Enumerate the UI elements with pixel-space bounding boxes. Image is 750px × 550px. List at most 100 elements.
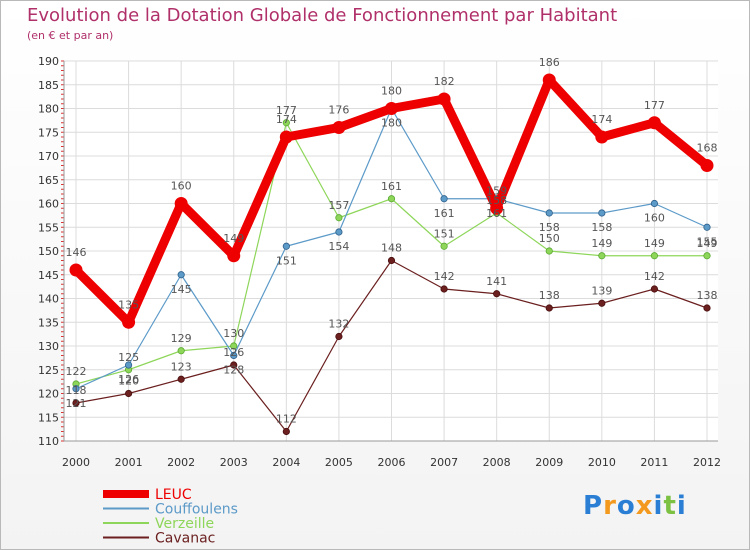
data-point-verzeille — [598, 252, 606, 260]
y-tick-label: 145 — [38, 269, 59, 282]
data-point-leuc — [279, 130, 293, 144]
data-label-cavanac: 148 — [381, 242, 402, 255]
data-label-leuc: 146 — [66, 246, 87, 259]
data-point-verzeille — [230, 342, 238, 350]
data-point-cavanac — [335, 332, 343, 341]
data-label-couffoulens: 180 — [381, 117, 402, 130]
data-label-cavanac: 141 — [486, 275, 507, 288]
x-tick-label: 2011 — [640, 456, 668, 469]
data-point-cavanac — [72, 399, 80, 407]
data-point-couffoulens — [440, 195, 448, 203]
data-label-verzeille: 122 — [66, 365, 87, 378]
data-label-leuc: 168 — [697, 142, 718, 155]
data-label-leuc: 174 — [276, 113, 297, 126]
data-label-verzeille: 158 — [486, 194, 507, 207]
x-tick-label: 2012 — [693, 456, 721, 469]
data-point-couffoulens — [598, 209, 606, 217]
data-point-couffoulens — [650, 199, 659, 208]
data-label-verzeille: 149 — [644, 237, 665, 250]
y-tick-label: 155 — [38, 221, 59, 234]
data-point-couffoulens — [72, 385, 80, 393]
x-tick-label: 2005 — [325, 456, 353, 469]
data-label-cavanac: 112 — [276, 413, 297, 426]
data-point-couffoulens — [124, 361, 133, 369]
x-tick-label: 2002 — [167, 456, 195, 469]
x-tick-label: 2009 — [535, 456, 563, 469]
data-label-verzeille: 161 — [381, 180, 402, 193]
data-point-leuc — [69, 263, 83, 277]
logo-letter: P — [583, 491, 604, 521]
logo-letter: x — [635, 491, 654, 521]
data-point-couffoulens — [230, 351, 238, 360]
legend-label-couffoulens: Couffoulens — [155, 502, 238, 518]
data-point-leuc — [647, 116, 661, 130]
data-point-leuc — [385, 102, 398, 115]
data-point-cavanac — [230, 361, 238, 369]
data-point-cavanac — [177, 375, 185, 383]
y-tick-label: 110 — [38, 435, 59, 448]
data-point-leuc — [174, 197, 188, 210]
legend-label-cavanac: Cavanac — [155, 531, 215, 547]
data-label-leuc: 186 — [539, 56, 560, 69]
y-tick-label: 150 — [38, 245, 59, 258]
logo-letter: t — [663, 491, 677, 521]
data-label-cavanac: 142 — [434, 270, 455, 283]
y-tick-label: 175 — [38, 126, 59, 139]
data-point-cavanac — [598, 299, 606, 307]
data-point-leuc — [332, 121, 346, 134]
data-label-cavanac: 126 — [223, 346, 244, 359]
data-label-leuc: 177 — [644, 99, 665, 112]
chart-subtitle: (en € et par an) — [27, 29, 114, 42]
y-tick-label: 120 — [38, 388, 59, 401]
x-tick-label: 2001 — [115, 456, 143, 469]
data-label-couffoulens: 145 — [171, 283, 192, 296]
data-point-couffoulens — [177, 271, 185, 279]
data-label-leuc: 149 — [223, 232, 244, 245]
data-label-verzeille: 130 — [223, 327, 244, 340]
data-point-leuc — [542, 73, 556, 87]
data-label-leuc: 182 — [434, 75, 455, 88]
data-point-verzeille — [177, 347, 185, 355]
data-label-couffoulens: 128 — [223, 364, 244, 377]
data-label-cavanac: 132 — [328, 318, 349, 331]
x-tick-label: 2007 — [430, 456, 458, 469]
data-label-couffoulens: 151 — [276, 254, 297, 267]
data-label-cavanac: 142 — [644, 270, 665, 283]
x-tick-label: 2006 — [378, 456, 406, 469]
data-point-cavanac — [650, 285, 659, 293]
data-label-couffoulens: 158 — [591, 221, 612, 234]
data-point-couffoulens — [282, 242, 290, 250]
data-point-cavanac — [493, 290, 501, 298]
data-label-cavanac: 138 — [539, 289, 560, 302]
logo-letter: i — [653, 491, 664, 521]
data-label-verzeille: 151 — [434, 227, 455, 240]
x-tick-label: 2003 — [220, 456, 248, 469]
data-point-leuc — [595, 130, 609, 144]
data-point-cavanac — [440, 285, 448, 293]
data-label-couffoulens: 161 — [486, 207, 507, 220]
data-label-cavanac: 138 — [697, 289, 718, 302]
data-label-leuc: 159 — [486, 184, 507, 197]
y-tick-label: 180 — [38, 103, 59, 116]
x-tick-label: 2004 — [272, 456, 300, 469]
data-label-cavanac: 123 — [171, 360, 192, 373]
data-label-cavanac: 120 — [118, 375, 139, 388]
data-point-leuc — [122, 315, 136, 329]
y-tick-label: 135 — [38, 316, 59, 329]
x-tick-label: 2010 — [588, 456, 616, 469]
data-label-verzeille: 125 — [118, 351, 139, 364]
y-tick-label: 160 — [38, 198, 59, 211]
data-point-couffoulens — [335, 228, 343, 236]
data-label-verzeille: 157 — [328, 199, 349, 212]
data-label-verzeille: 129 — [171, 332, 192, 345]
x-tick-label: 2000 — [62, 456, 90, 469]
proxiti-logo: Proxiti — [583, 491, 687, 521]
data-point-leuc — [700, 159, 714, 172]
data-label-verzeille: 150 — [539, 232, 560, 245]
data-point-verzeille — [335, 214, 343, 222]
data-label-couffoulens: 126 — [118, 373, 139, 386]
y-tick-label: 165 — [38, 174, 59, 187]
y-tick-label: 140 — [38, 293, 59, 306]
data-point-cavanac — [703, 304, 711, 312]
